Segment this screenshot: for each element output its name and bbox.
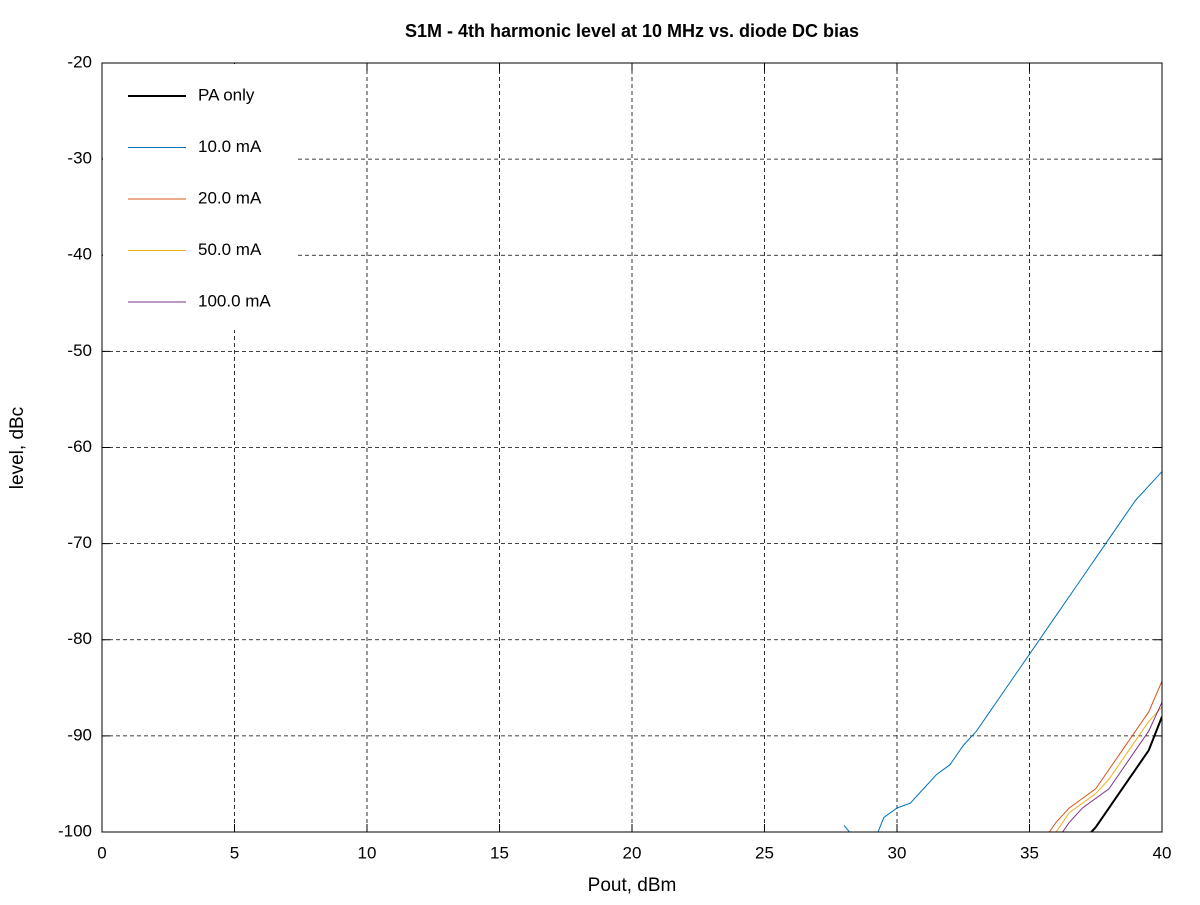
y-tick-label: -50: [67, 341, 92, 360]
legend-label: PA only: [198, 85, 255, 104]
y-tick-label: -60: [67, 437, 92, 456]
y-axis-label: level, dBc: [7, 407, 28, 489]
x-tick-label: 25: [755, 843, 774, 862]
series-line: [843, 471, 1162, 832]
x-tick-label: 0: [97, 843, 106, 862]
legend-label: 100.0 mA: [198, 291, 271, 310]
x-axis-label: Pout, dBm: [588, 875, 677, 896]
x-tick-label: 30: [888, 843, 907, 862]
legend-box: [103, 64, 296, 330]
x-tick-label: 15: [490, 843, 509, 862]
y-tick-label: -40: [67, 245, 92, 264]
series-line: [1062, 702, 1162, 832]
y-tick-label: -70: [67, 533, 92, 552]
x-tick-label: 35: [1020, 843, 1039, 862]
plot-frame: [101, 62, 1163, 833]
legend: PA only 10.0 mA 20.0 mA 50.0 mA 100.0 mA: [103, 64, 296, 330]
y-tick-label: -20: [67, 52, 92, 71]
y-tick-label: -90: [67, 725, 92, 744]
legend-label: 20.0 mA: [198, 188, 262, 207]
chart-title: S1M - 4th harmonic level at 10 MHz vs. d…: [405, 21, 859, 41]
x-tick-label: 20: [623, 843, 642, 862]
y-tick-label: -30: [67, 149, 92, 168]
x-tick-label: 40: [1153, 843, 1172, 862]
y-tick-label: -80: [67, 629, 92, 648]
series-line: [1048, 680, 1162, 832]
series-line: [1055, 706, 1162, 832]
x-tick-label: 5: [230, 843, 239, 862]
series-line: [1089, 716, 1162, 832]
plot-lines: [843, 471, 1162, 832]
legend-label: 10.0 mA: [198, 137, 262, 156]
x-tick-label: 10: [358, 843, 377, 862]
legend-label: 50.0 mA: [198, 240, 262, 259]
y-tick-label: -100: [58, 821, 92, 840]
